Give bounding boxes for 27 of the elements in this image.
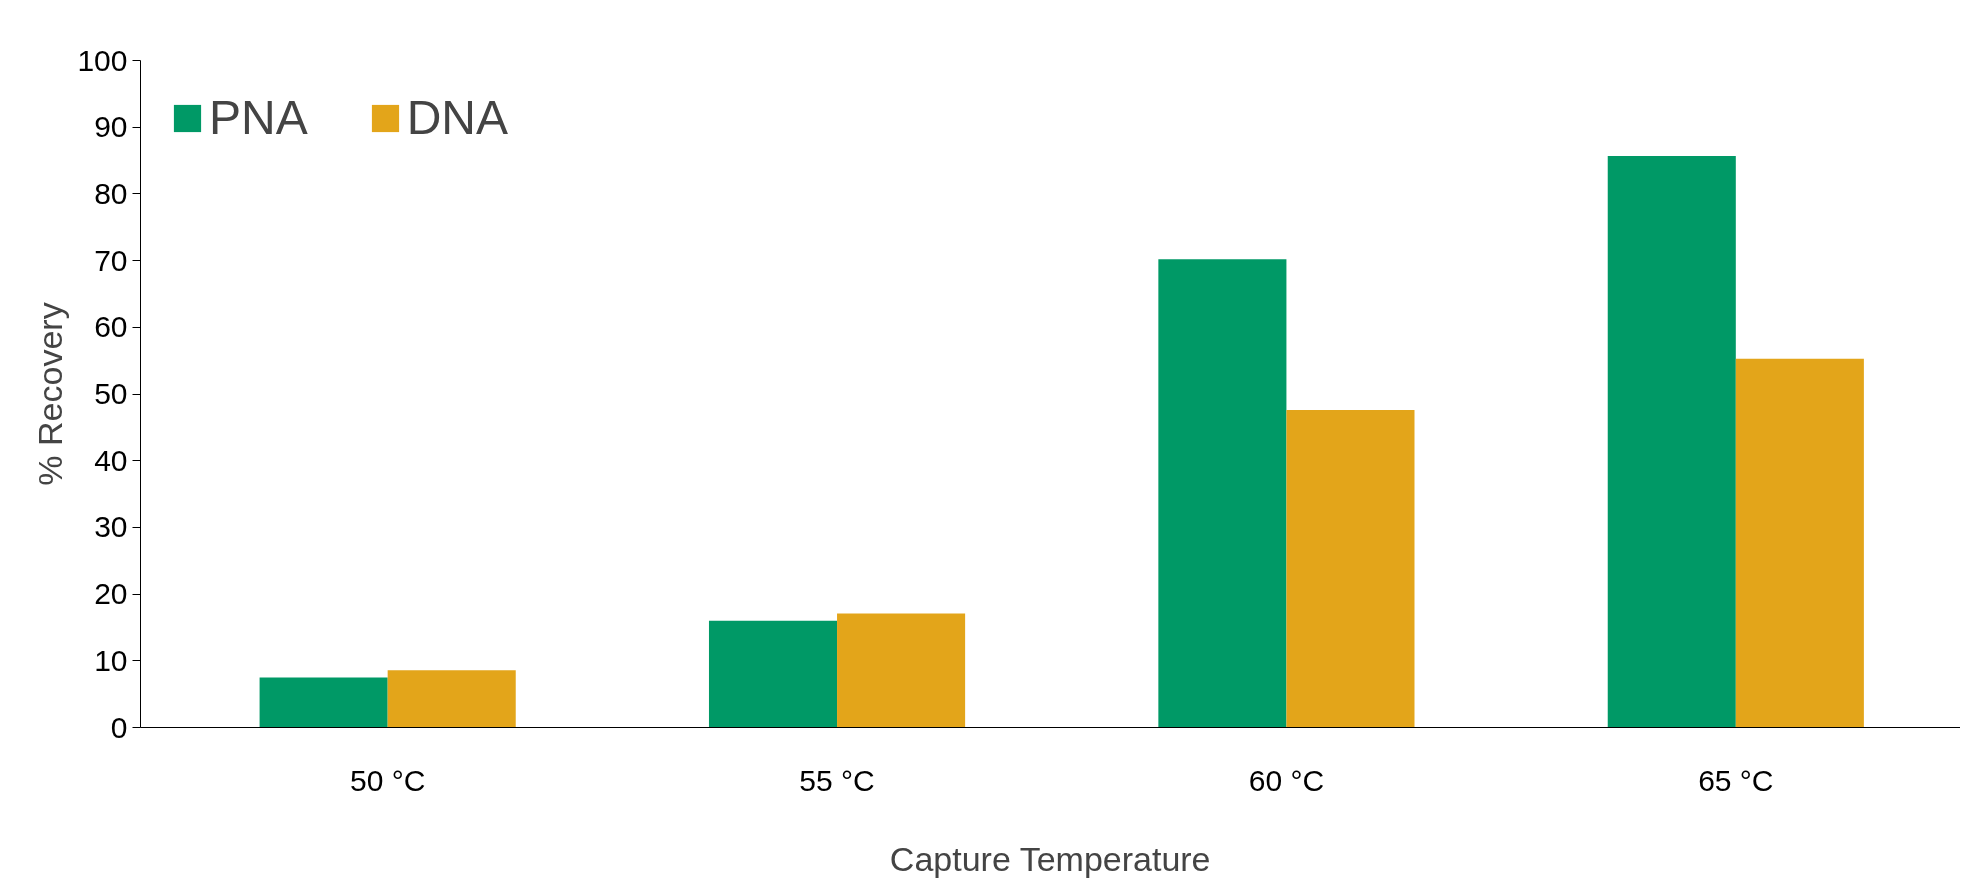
bar <box>1735 358 1864 728</box>
x-tick-label: 50 °C <box>349 763 426 797</box>
x-tick-label: 65 °C <box>1698 763 1774 797</box>
bar <box>259 677 388 728</box>
y-tick-label: 100 <box>77 43 128 77</box>
x-axis-title: Capture Temperature <box>889 839 1211 878</box>
x-tick-label: 60 °C <box>1248 763 1325 797</box>
y-tick-label: 0 <box>110 710 128 744</box>
y-axis-title: % Recovery <box>31 302 70 486</box>
y-tick-label: 50 <box>94 377 128 410</box>
y-tick-label: 40 <box>94 443 128 477</box>
bar <box>1607 155 1736 728</box>
y-tick-label: 10 <box>94 643 128 677</box>
y-tick-label: 90 <box>94 110 128 144</box>
legend-label: PNA <box>209 90 308 145</box>
bar <box>708 620 838 728</box>
x-tick-label: 55 °C <box>799 763 875 797</box>
y-tick-label: 30 <box>94 510 128 544</box>
y-tick-label: 80 <box>94 176 128 210</box>
y-tick-label: 60 <box>94 310 128 344</box>
legend-label: DNA <box>406 90 509 145</box>
y-tick-label: 70 <box>94 243 128 277</box>
bar <box>837 613 966 728</box>
bar <box>1158 259 1287 728</box>
bar <box>1286 410 1415 728</box>
y-tick-label: 20 <box>94 577 128 611</box>
bar <box>387 670 516 728</box>
